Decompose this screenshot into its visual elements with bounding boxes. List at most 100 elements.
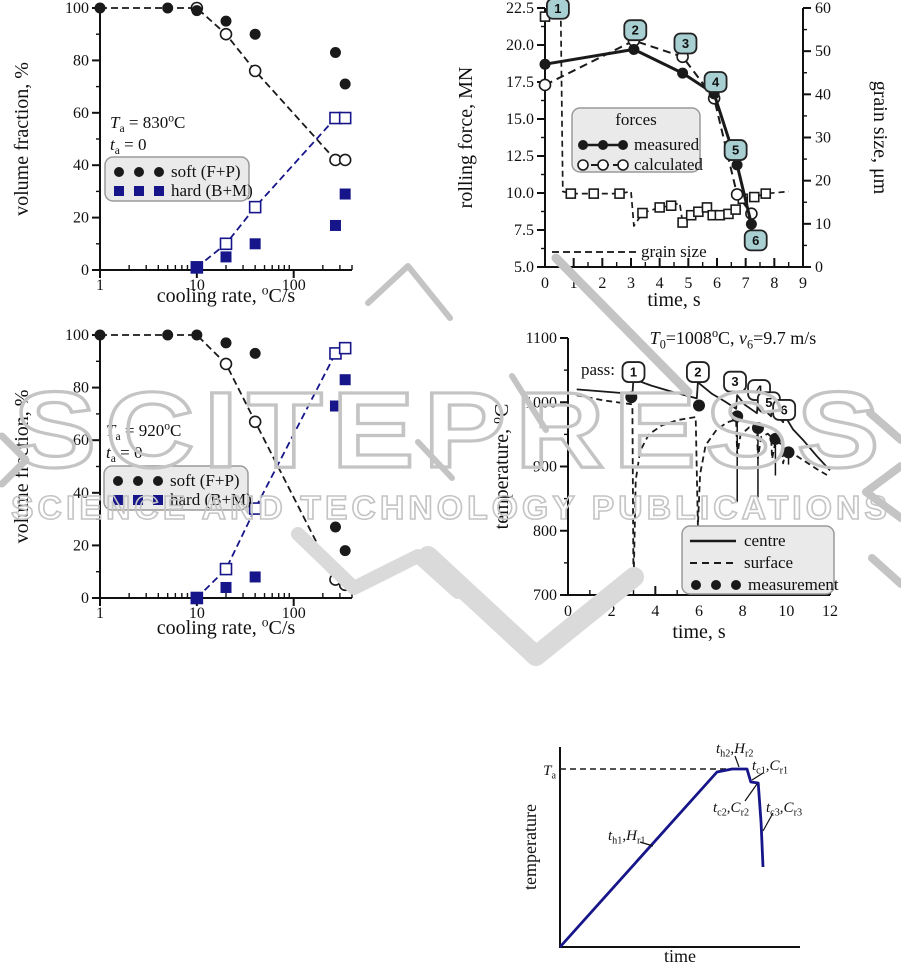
annotation: th1,Hr1 bbox=[608, 828, 645, 847]
svg-text:100: 100 bbox=[282, 605, 306, 622]
svg-text:time, s: time, s bbox=[672, 621, 726, 643]
svg-text:grain size: grain size bbox=[641, 242, 707, 261]
series-measured-hard bbox=[191, 188, 351, 273]
svg-text:5.0: 5.0 bbox=[514, 259, 534, 276]
svg-text:40: 40 bbox=[73, 157, 89, 174]
svg-text:10: 10 bbox=[778, 603, 794, 620]
svg-text:forces: forces bbox=[615, 110, 657, 129]
svg-text:Ta = 920oC: Ta = 920oC bbox=[106, 420, 181, 444]
svg-text:volume fraction, %: volume fraction, % bbox=[11, 390, 33, 544]
svg-text:th1,Hr1: th1,Hr1 bbox=[608, 828, 645, 847]
series-calculated-soft-markers bbox=[190, 1, 352, 167]
svg-text:100: 100 bbox=[282, 277, 306, 294]
svg-text:1000: 1000 bbox=[525, 394, 557, 411]
svg-text:4: 4 bbox=[755, 383, 763, 398]
svg-text:6: 6 bbox=[713, 275, 721, 292]
annotation: Ta bbox=[543, 763, 556, 782]
svg-text:20.0: 20.0 bbox=[506, 37, 534, 54]
svg-text:tc1,Cr1: tc1,Cr1 bbox=[752, 758, 788, 777]
svg-text:20: 20 bbox=[73, 210, 89, 227]
annotation: T0=1008oC, v6=9.7 m/s bbox=[650, 326, 817, 351]
annotation: tc1,Cr1 bbox=[752, 758, 788, 777]
svg-text:6: 6 bbox=[781, 402, 788, 417]
svg-text:soft (F+P): soft (F+P) bbox=[171, 162, 241, 181]
svg-text:grain size, μm: grain size, μm bbox=[869, 81, 891, 195]
series-schedule bbox=[558, 767, 765, 948]
annotation: tc3,Cr3 bbox=[766, 800, 802, 819]
svg-text:40: 40 bbox=[815, 86, 831, 103]
pass-badge-1: 1 bbox=[546, 0, 570, 20]
series-calculated-hard bbox=[196, 117, 346, 269]
svg-text:7: 7 bbox=[742, 275, 750, 292]
svg-text:ta = 0: ta = 0 bbox=[106, 443, 142, 465]
pass-badge-3: 3 bbox=[673, 32, 698, 55]
svg-text:1: 1 bbox=[554, 1, 561, 16]
svg-text:0: 0 bbox=[81, 590, 89, 607]
svg-text:Ta = 830oC: Ta = 830oC bbox=[110, 112, 185, 136]
svg-text:1: 1 bbox=[96, 277, 104, 294]
svg-text:30: 30 bbox=[815, 130, 831, 147]
svg-text:cooling rate, oC/s: cooling rate, oC/s bbox=[157, 282, 296, 307]
svg-text:20: 20 bbox=[815, 173, 831, 190]
svg-text:60: 60 bbox=[815, 0, 831, 17]
annotation: th2,Hr2 bbox=[716, 741, 753, 760]
legend: soft (F+P)hard (B+M) bbox=[104, 156, 253, 202]
svg-text:50: 50 bbox=[815, 43, 831, 60]
svg-text:surface: surface bbox=[744, 553, 793, 572]
svg-text:15.0: 15.0 bbox=[506, 111, 534, 128]
svg-text:3: 3 bbox=[682, 36, 689, 51]
svg-text:measurement: measurement bbox=[748, 575, 839, 594]
axes: time temperature bbox=[520, 747, 800, 966]
svg-text:time: time bbox=[664, 946, 696, 966]
svg-text:4: 4 bbox=[651, 603, 659, 620]
svg-text:2: 2 bbox=[632, 23, 639, 38]
svg-text:hard (B+M): hard (B+M) bbox=[171, 181, 253, 200]
svg-text:7.5: 7.5 bbox=[514, 222, 534, 239]
series-measured-soft bbox=[94, 2, 351, 90]
svg-text:6: 6 bbox=[752, 233, 759, 248]
svg-text:1100: 1100 bbox=[526, 330, 557, 347]
series-measured-hard bbox=[191, 374, 351, 604]
svg-text:3: 3 bbox=[627, 275, 635, 292]
svg-text:temperature: temperature bbox=[520, 804, 540, 890]
pass-badge-5: 5 bbox=[723, 139, 748, 161]
pass-badge-2: 2 bbox=[623, 19, 648, 42]
svg-text:22.5: 22.5 bbox=[506, 0, 534, 17]
svg-text:1: 1 bbox=[570, 275, 578, 292]
svg-text:1: 1 bbox=[96, 605, 104, 622]
annotation: tc2,Cr2 bbox=[713, 800, 749, 819]
svg-text:10: 10 bbox=[189, 277, 205, 294]
svg-text:100: 100 bbox=[65, 0, 89, 17]
svg-text:60: 60 bbox=[73, 105, 89, 122]
pass-badge-6: 6 bbox=[743, 229, 768, 252]
inline-legend: grain size bbox=[552, 242, 707, 261]
legend: centre surface measurement bbox=[681, 525, 839, 595]
svg-text:tc2,Cr2: tc2,Cr2 bbox=[713, 800, 749, 819]
svg-text:20: 20 bbox=[73, 537, 89, 554]
svg-text:calculated: calculated bbox=[634, 155, 703, 174]
svg-text:100: 100 bbox=[65, 327, 89, 344]
svg-text:4: 4 bbox=[712, 75, 720, 90]
svg-text:temperature, oC: temperature, oC bbox=[488, 404, 513, 530]
svg-text:80: 80 bbox=[73, 380, 89, 397]
svg-text:2: 2 bbox=[608, 603, 616, 620]
pass-badge-3: 3 bbox=[723, 370, 747, 393]
svg-text:10.0: 10.0 bbox=[506, 185, 534, 202]
svg-text:1: 1 bbox=[630, 365, 637, 380]
svg-text:40: 40 bbox=[73, 485, 89, 502]
svg-text:6: 6 bbox=[695, 603, 703, 620]
chart-rolling-force-grain-size: 0 1 2 3 4 5 6 7 8 9 5.0 7.5 10.0 12.5 15.0 17.5 20.0 22.5… bbox=[455, 0, 891, 311]
svg-text:2: 2 bbox=[598, 275, 606, 292]
svg-text:80: 80 bbox=[73, 52, 89, 69]
svg-text:3: 3 bbox=[731, 374, 738, 389]
svg-text:cooling rate, oC/s: cooling rate, oC/s bbox=[157, 614, 296, 639]
svg-text:0: 0 bbox=[541, 275, 549, 292]
svg-text:centre: centre bbox=[744, 531, 786, 550]
svg-text:rolling force, MN: rolling force, MN bbox=[455, 67, 477, 209]
pass-badge-2: 2 bbox=[686, 361, 710, 383]
